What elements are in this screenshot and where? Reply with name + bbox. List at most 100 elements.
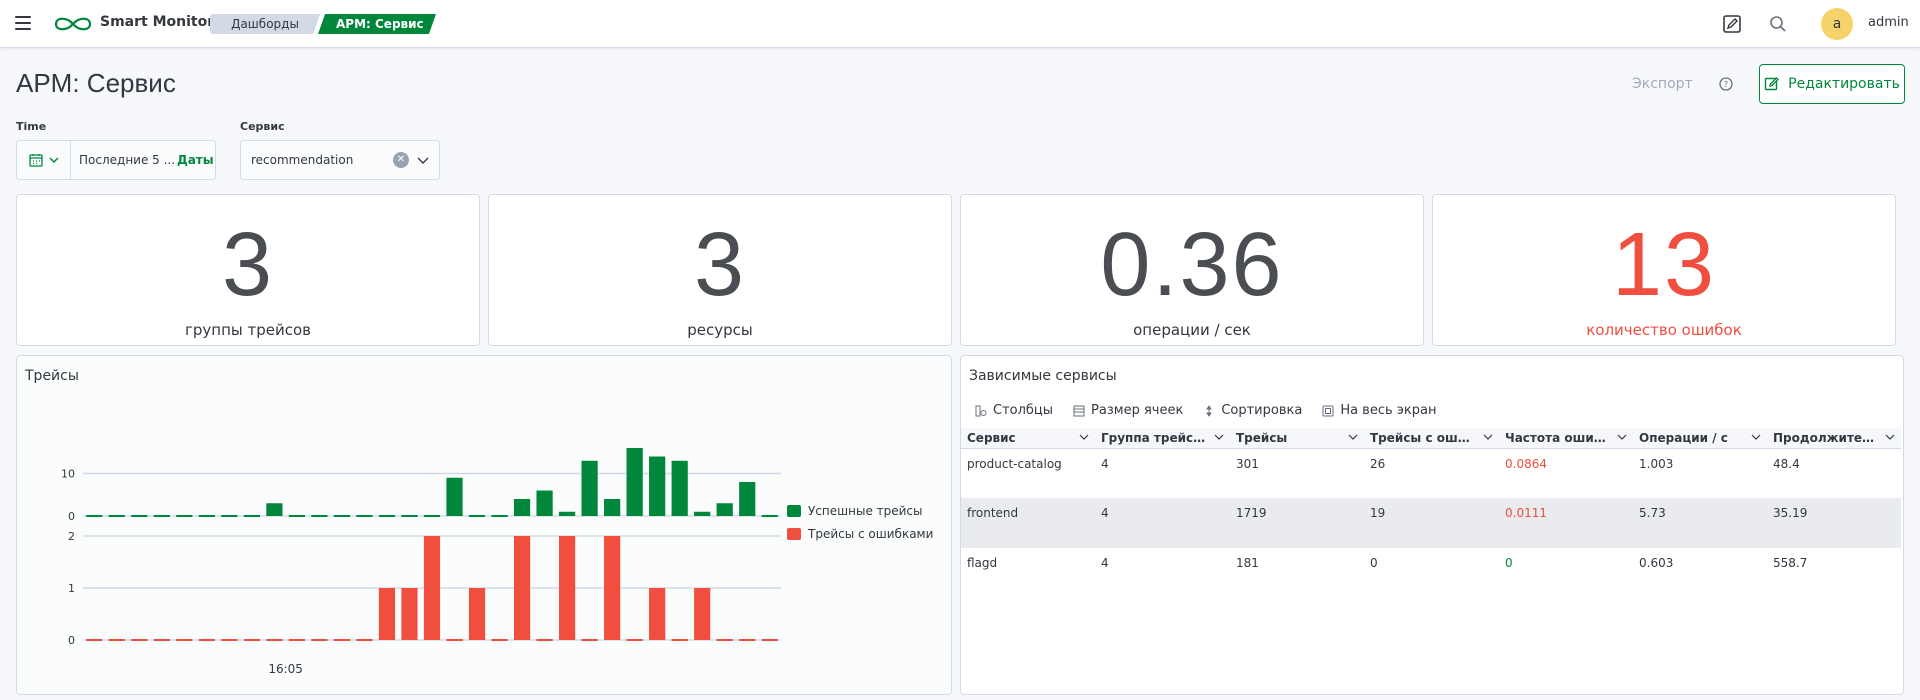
cell-size-label: Размер ячеек <box>1091 403 1184 418</box>
export-button[interactable]: Экспорт <box>1632 76 1693 92</box>
chevron-down-icon[interactable] <box>1348 432 1358 442</box>
fullscreen-label: На весь экран <box>1340 403 1437 418</box>
sort-icon <box>1206 404 1213 417</box>
chevron-down-icon[interactable] <box>417 154 429 166</box>
app-name[interactable]: Smart Monitor <box>100 14 215 30</box>
chart-bar[interactable] <box>694 511 711 516</box>
calendar-dropdown[interactable] <box>17 141 71 179</box>
chart-bar[interactable] <box>513 499 531 516</box>
legend-item-errors[interactable]: Трейсы с ошибками <box>787 527 933 541</box>
column-header[interactable]: Трейсы с ошибк... <box>1364 428 1499 449</box>
sort-button[interactable]: Сортировка <box>1203 403 1302 418</box>
search-icon[interactable] <box>1766 12 1790 36</box>
chart-bar[interactable] <box>694 588 711 640</box>
column-header[interactable]: Сервис <box>961 428 1095 449</box>
chevron-down-icon <box>49 157 58 163</box>
chart-bar[interactable] <box>716 503 733 516</box>
y-tick-label: 0 <box>68 510 75 523</box>
time-range-value[interactable]: Последние 5 ... <box>79 153 176 167</box>
chart-bar[interactable] <box>266 503 283 516</box>
column-header[interactable]: Частота ошибок <box>1499 428 1633 449</box>
legend-swatch <box>787 528 801 540</box>
edit-button[interactable]: Редактировать <box>1759 64 1905 104</box>
metric-card-ops-per-sec: 0.36 операции / сек <box>960 194 1424 346</box>
chart-bar[interactable] <box>581 460 598 516</box>
table-header-row: Сервис Группа трейсов Трейсы Трейсы с ош… <box>961 428 1901 449</box>
menu-icon[interactable] <box>15 16 31 30</box>
chart-bar[interactable] <box>739 482 756 516</box>
breadcrumb-dashboards[interactable]: Дашборды <box>210 14 320 34</box>
chart-bar[interactable] <box>378 588 396 640</box>
table-cell: 0.0111 <box>1499 498 1633 548</box>
page-title: APM: Сервис <box>16 68 176 98</box>
chart-bar[interactable] <box>671 460 688 516</box>
legend-label: Трейсы с ошибками <box>808 527 934 541</box>
chart-bar[interactable] <box>536 490 553 517</box>
metric-value: 3 <box>693 215 747 315</box>
chevron-down-icon[interactable] <box>1751 432 1761 442</box>
chart-bar[interactable] <box>513 536 531 640</box>
chevron-down-icon[interactable] <box>1079 432 1089 442</box>
column-header[interactable]: Трейсы <box>1230 428 1364 449</box>
table-cell: 35.19 <box>1767 498 1901 548</box>
service-select-value: recommendation <box>251 153 354 167</box>
column-header[interactable]: Продолжительн... <box>1767 428 1901 449</box>
metric-label: группы трейсов <box>184 321 311 339</box>
legend-item-success[interactable]: Успешные трейсы <box>787 504 933 518</box>
chevron-down-icon[interactable] <box>1617 432 1627 442</box>
column-header[interactable]: Операции / с <box>1633 428 1767 449</box>
chart-bar[interactable] <box>401 588 418 640</box>
columns-label: Столбцы <box>993 403 1054 418</box>
chart-bar[interactable] <box>558 511 576 516</box>
table-cell: 301 <box>1236 456 1259 471</box>
chart-bar[interactable] <box>649 588 666 640</box>
chart-bar[interactable] <box>558 536 576 640</box>
table-row[interactable]: frontend 4 1719 19 0.0111 5.73 35.19 <box>961 498 1901 548</box>
table-toolbar: Столбцы Размер ячеек Сортировка На весь … <box>975 403 1437 418</box>
table-cell: 26 <box>1370 456 1386 471</box>
username[interactable]: admin <box>1868 15 1909 30</box>
chart-bar[interactable] <box>604 499 621 516</box>
x-tick-label: 16:05 <box>268 662 303 676</box>
table-row[interactable]: flagd 4 181 0 0 0.603 558.7 <box>961 548 1901 598</box>
cell-size-button[interactable]: Размер ячеек <box>1073 403 1183 418</box>
chevron-down-icon[interactable] <box>1214 432 1224 442</box>
columns-button[interactable]: Столбцы <box>975 403 1053 418</box>
metric-label: ресурсы <box>687 321 753 339</box>
help-icon[interactable]: ? <box>1718 76 1734 92</box>
clear-icon[interactable]: ✕ <box>393 152 409 168</box>
chart-bar[interactable] <box>604 536 621 640</box>
calendar-icon <box>28 154 43 167</box>
table-row[interactable]: product-catalog 4 301 26 0.0864 1.003 48… <box>961 448 1901 498</box>
columns-icon <box>975 405 987 416</box>
avatar[interactable]: a <box>1821 8 1853 40</box>
chart-bar[interactable] <box>423 536 441 640</box>
chevron-down-icon[interactable] <box>1885 432 1895 442</box>
chart-bar[interactable] <box>649 456 666 517</box>
legend-swatch <box>787 505 801 517</box>
table-cell: 4 <box>1101 556 1109 570</box>
table-cell: 558.7 <box>1773 556 1808 570</box>
edit-notes-icon[interactable] <box>1720 12 1744 36</box>
dates-link[interactable]: Даты <box>177 153 214 167</box>
chart-bar[interactable] <box>626 448 643 516</box>
chart-bar[interactable] <box>468 588 486 640</box>
chart-bar[interactable] <box>446 477 463 516</box>
column-header[interactable]: Группа трейсов <box>1095 428 1230 449</box>
y-tick-label: 0 <box>68 634 75 647</box>
metric-card-resources: 3 ресурсы <box>488 194 952 346</box>
chart-legend: Успешные трейсы Трейсы с ошибками <box>787 504 933 550</box>
edit-button-label: Редактировать <box>1788 76 1900 92</box>
service-select[interactable]: recommendation ✕ <box>240 140 440 180</box>
chevron-down-icon[interactable] <box>1483 432 1493 442</box>
pencil-icon <box>1764 77 1780 91</box>
breadcrumb-current: APM: Сервис <box>318 14 436 34</box>
row-height-icon <box>1073 405 1085 416</box>
top-header: Smart Monitor Дашборды APM: Сервис a adm… <box>0 0 1920 48</box>
table-cell: 0.0864 <box>1505 456 1547 471</box>
dependent-services-table: Сервис Группа трейсов Трейсы Трейсы с ош… <box>961 428 1901 598</box>
fullscreen-button[interactable]: На весь экран <box>1322 403 1437 418</box>
time-picker[interactable]: Последние 5 ... Даты <box>16 140 216 180</box>
table-cell: 181 <box>1236 556 1259 570</box>
panel-title: Трейсы <box>25 368 79 384</box>
